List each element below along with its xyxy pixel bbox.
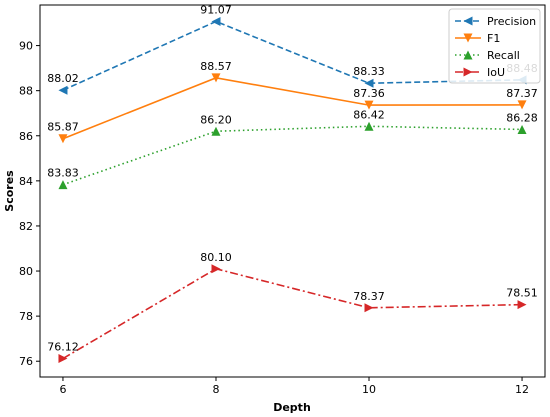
series-line	[62, 76, 523, 140]
legend-label: F1	[487, 32, 500, 45]
legend-box	[448, 8, 541, 84]
legend: Precision F1 Recall IoU	[448, 8, 541, 84]
legend-label: IoU	[487, 66, 505, 79]
data-point	[364, 121, 374, 131]
data-point	[58, 354, 68, 364]
y-tick-label: 90	[19, 40, 33, 53]
x-tick-label: 12	[515, 383, 529, 396]
y-axis-title: Scores	[3, 170, 16, 212]
data-label: 86.28	[506, 111, 538, 124]
data-point	[364, 100, 374, 110]
y-tick-label: 78	[19, 310, 33, 323]
data-label: 88.02	[47, 72, 79, 85]
legend-item: Recall	[455, 49, 520, 62]
data-label: 91.07	[200, 3, 232, 16]
data-label: 88.33	[353, 65, 385, 78]
series-iou	[58, 264, 527, 364]
data-label: 80.10	[200, 251, 232, 264]
data-point	[211, 126, 221, 136]
data-point	[58, 180, 68, 190]
legend-label: Precision	[487, 15, 536, 28]
data-label: 88.57	[200, 60, 232, 73]
data-label: 86.42	[353, 108, 385, 121]
series-line	[62, 125, 523, 186]
data-point	[364, 78, 374, 88]
data-point	[211, 16, 221, 26]
legend-marker	[463, 50, 473, 60]
legend-marker	[463, 16, 473, 26]
data-label: 83.83	[47, 167, 79, 180]
x-tick-label: 8	[212, 383, 219, 396]
data-point	[211, 264, 221, 274]
y-tick-label: 84	[19, 175, 33, 188]
y-tick-label: 76	[19, 355, 33, 368]
x-axis: 6 8 10 12	[59, 377, 529, 396]
y-axis: 76 78 80 82 84 86 88 90	[19, 40, 40, 368]
plot-frame	[39, 4, 546, 378]
data-label: 78.51	[506, 287, 538, 300]
y-tick-label: 82	[19, 220, 33, 233]
legend-item: F1	[455, 32, 500, 45]
data-point	[517, 300, 527, 310]
data-point	[211, 73, 221, 83]
x-tick-label: 10	[362, 383, 376, 396]
data-label: 85.87	[47, 121, 79, 134]
x-tick-label: 6	[59, 383, 66, 396]
series-line	[62, 20, 523, 91]
y-tick-label: 86	[19, 130, 33, 143]
series-line	[62, 267, 523, 360]
series-group	[58, 16, 527, 364]
legend-label: Recall	[487, 49, 520, 62]
legend-item: Precision	[455, 15, 536, 28]
y-tick-label: 80	[19, 265, 33, 278]
y-tick-label: 88	[19, 85, 33, 98]
data-label: 78.37	[353, 290, 385, 303]
data-point	[58, 134, 68, 144]
data-label: 87.37	[506, 87, 538, 100]
data-label: 86.20	[200, 113, 232, 126]
series-recall	[58, 121, 527, 190]
series-f1	[58, 73, 527, 144]
legend-marker	[463, 67, 473, 77]
data-point	[58, 85, 68, 95]
legend-marker	[463, 33, 473, 43]
data-point	[364, 303, 374, 313]
data-point	[517, 124, 527, 134]
data-label: 87.36	[353, 87, 385, 100]
data-point	[517, 100, 527, 110]
legend-item: IoU	[455, 66, 505, 79]
data-label: 76.12	[47, 341, 79, 354]
x-axis-title: Depth	[273, 401, 311, 414]
